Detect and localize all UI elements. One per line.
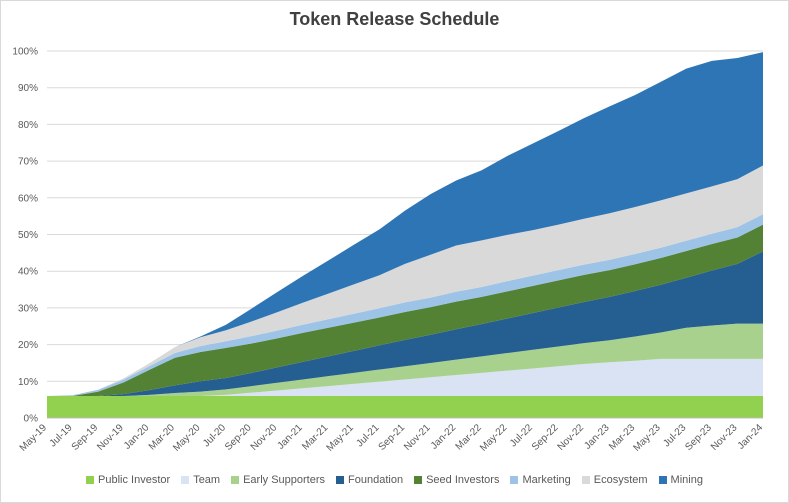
area-team: [47, 358, 763, 396]
y-tick-label: 50%: [18, 230, 38, 241]
chart-title: Token Release Schedule: [289, 9, 500, 29]
x-tick-label: Nov-22: [556, 422, 587, 453]
x-tick-label: May-20: [171, 422, 203, 454]
legend-item: Public Investor: [86, 474, 170, 486]
legend-swatch: [336, 476, 345, 484]
chart-legend: Public Investor Team Early Supporters Found…: [0, 474, 789, 486]
x-tick-label: Nov-21: [402, 422, 433, 453]
y-tick-label: 60%: [18, 193, 38, 204]
area-ecosystem: [47, 165, 763, 396]
area-mining: [47, 52, 763, 396]
x-tick-label: May-19: [18, 422, 50, 454]
legend-label: Seed Investors: [426, 474, 500, 486]
area-foundation: [47, 251, 763, 396]
legend-label: Foundation: [348, 474, 404, 486]
legend-item: Mining: [658, 474, 703, 486]
legend-item: Early Supporters: [231, 474, 325, 486]
area-marketing: [47, 214, 763, 396]
legend-label: Marketing: [522, 474, 571, 486]
x-tick-label: Nov-19: [95, 422, 126, 453]
legend-swatch: [231, 476, 240, 484]
x-tick-label: Sep-20: [223, 422, 254, 453]
legend-label: Public Investor: [98, 474, 171, 486]
legend-swatch: [581, 476, 590, 484]
y-tick-label: 0%: [24, 414, 39, 425]
legend-item: Seed Investors: [414, 474, 499, 486]
legend-swatch: [86, 476, 95, 484]
legend-item: Marketing: [510, 474, 571, 486]
x-tick-label: Jan-21: [275, 422, 305, 452]
x-tick-label: Jan-20: [122, 422, 152, 452]
area-seed-investors: [47, 224, 763, 396]
legend-label: Ecosystem: [593, 474, 648, 486]
x-tick-label: Sep-19: [70, 422, 101, 453]
y-tick-label: 90%: [18, 83, 38, 94]
x-tick-label: Jan-22: [429, 422, 459, 452]
legend-label: Mining: [670, 474, 703, 486]
y-tick-label: 40%: [18, 267, 38, 278]
legend-swatch: [181, 476, 190, 484]
legend-item: Team: [181, 474, 220, 486]
x-tick-label: May-23: [631, 422, 663, 454]
legend-item: Foundation: [336, 474, 403, 486]
y-tick-label: 10%: [18, 377, 38, 388]
y-tick-label: 100%: [12, 47, 38, 58]
legend-swatch: [658, 476, 667, 484]
y-tick-label: 70%: [18, 157, 38, 168]
x-tick-label: May-21: [325, 422, 357, 454]
x-tick-label: Nov-23: [709, 422, 740, 453]
legend-label: Early Supporters: [243, 474, 326, 486]
x-tick-label: Jan-24: [736, 422, 766, 452]
area-early-supporters: [47, 323, 763, 396]
y-tick-label: 80%: [18, 120, 38, 131]
x-tick-label: May-22: [478, 422, 510, 454]
x-tick-label: Jan-23: [582, 422, 612, 452]
legend-label: Team: [193, 474, 221, 486]
x-tick-label: Sep-22: [530, 422, 561, 453]
x-tick-label: Sep-23: [683, 422, 714, 453]
x-tick-label: Nov-20: [249, 422, 280, 453]
x-tick-label: Sep-21: [377, 422, 408, 453]
y-tick-label: 30%: [18, 303, 38, 314]
area-public-investor: [47, 395, 763, 418]
legend-item: Ecosystem: [581, 474, 648, 486]
legend-swatch: [510, 476, 519, 484]
y-tick-label: 20%: [18, 340, 38, 351]
legend-swatch: [414, 476, 423, 484]
